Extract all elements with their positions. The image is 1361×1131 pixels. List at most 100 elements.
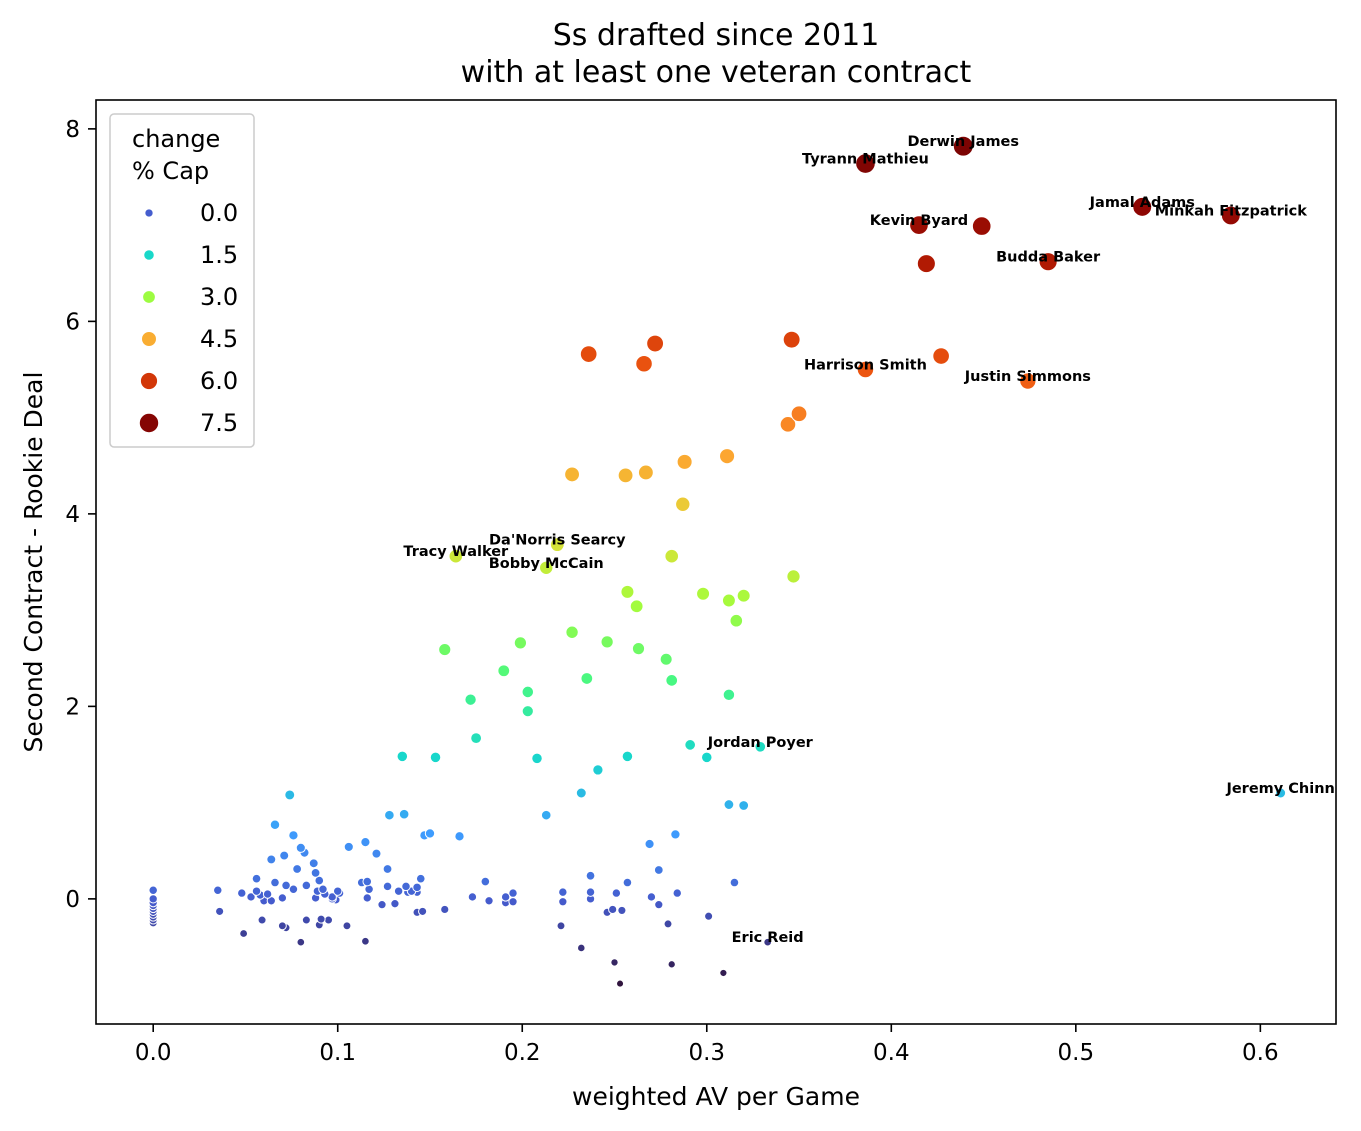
data-point	[440, 904, 450, 915]
x-tick-label: 0.1	[319, 1040, 356, 1066]
data-point	[438, 643, 452, 657]
data-point	[600, 635, 614, 649]
data-point	[610, 958, 619, 967]
point-annotation: Minkah Fitzpatrick	[1155, 204, 1308, 220]
data-point	[675, 496, 691, 512]
data-point	[295, 842, 306, 853]
data-point	[415, 873, 426, 884]
data-point	[855, 153, 876, 174]
legend-box	[109, 113, 255, 448]
legend-marker	[144, 208, 154, 218]
data-point	[721, 593, 736, 608]
data-point	[508, 897, 518, 907]
data-point	[629, 599, 644, 614]
legend-marker	[142, 290, 156, 304]
x-tick-label: 0.4	[873, 1040, 910, 1066]
data-point	[213, 885, 223, 895]
data-point	[565, 625, 579, 639]
y-tick-label: 8	[65, 117, 80, 143]
data-point	[617, 467, 634, 484]
data-point	[318, 884, 328, 894]
data-point	[251, 886, 262, 896]
data-point	[539, 560, 554, 575]
legend-title-line-2: % Cap	[132, 157, 209, 185]
data-point	[277, 921, 287, 931]
legend-marker	[138, 412, 160, 434]
data-point	[754, 740, 767, 753]
data-point	[701, 751, 713, 764]
data-point	[617, 905, 627, 916]
data-point	[646, 334, 665, 353]
data-point	[382, 864, 393, 874]
data-point	[782, 330, 801, 349]
data-point	[266, 854, 277, 865]
data-point	[723, 799, 735, 810]
data-point	[786, 569, 801, 584]
data-point	[382, 881, 393, 892]
data-point	[608, 904, 618, 915]
data-point	[667, 960, 676, 969]
data-point	[621, 750, 634, 763]
data-point	[637, 464, 654, 481]
data-point	[262, 889, 273, 899]
point-annotation: Jeremy Chinn	[1225, 781, 1334, 797]
data-point	[310, 868, 321, 878]
data-point	[448, 548, 464, 564]
point-annotations: Derwin James Tyrann Mathieu Jamal AdamsMin…	[403, 134, 1334, 946]
legend-label: 4.5	[200, 325, 238, 353]
legend-entries: 0.0 1.5 3.0 4.5 6.0 7.5	[138, 199, 238, 437]
data-point	[736, 588, 751, 603]
y-axis-ticks: 0 2 4 6 8	[65, 117, 96, 913]
data-point	[644, 838, 655, 850]
data-point	[424, 828, 436, 839]
y-tick-label: 2	[65, 694, 80, 720]
data-point	[585, 870, 596, 881]
data-point	[932, 347, 950, 365]
data-point	[585, 887, 596, 897]
x-tick-label: 0.2	[504, 1040, 541, 1066]
legend-label: 0.0	[200, 199, 238, 227]
data-point	[316, 914, 326, 924]
data-point	[270, 877, 280, 888]
data-point	[343, 841, 354, 852]
data-point	[1019, 372, 1037, 390]
data-point	[719, 968, 728, 978]
data-point	[719, 448, 736, 465]
legend-title-line-1: change	[132, 125, 220, 153]
point-annotation: Budda Baker	[996, 250, 1101, 266]
data-point	[952, 135, 974, 157]
data-point	[611, 888, 622, 898]
data-point	[288, 830, 299, 841]
legend-label: 3.0	[200, 283, 238, 311]
x-tick-label: 0.6	[1242, 1040, 1279, 1066]
data-point	[467, 892, 478, 902]
data-point	[729, 613, 744, 628]
data-point	[577, 943, 586, 953]
data-point	[239, 929, 249, 938]
data-point	[323, 915, 334, 925]
data-point	[497, 664, 511, 678]
data-point	[790, 405, 808, 423]
data-point	[722, 688, 736, 702]
data-point	[480, 876, 491, 887]
data-point	[531, 752, 543, 765]
data-points	[148, 135, 1287, 988]
data-point	[592, 764, 604, 776]
data-point	[333, 886, 343, 896]
data-point	[622, 877, 633, 888]
data-point	[470, 732, 483, 745]
data-point	[396, 750, 409, 763]
point-annotation: Justin Simmons	[964, 369, 1091, 385]
y-tick-label: 4	[65, 502, 80, 528]
data-point	[301, 915, 311, 925]
data-point	[513, 636, 528, 650]
data-point	[377, 900, 387, 910]
data-point	[288, 884, 299, 894]
data-point	[616, 979, 625, 988]
data-point	[663, 919, 673, 929]
data-point	[269, 819, 281, 830]
legend-marker	[143, 249, 155, 261]
data-point	[412, 882, 422, 893]
data-point	[1220, 205, 1241, 226]
data-point	[277, 893, 288, 903]
